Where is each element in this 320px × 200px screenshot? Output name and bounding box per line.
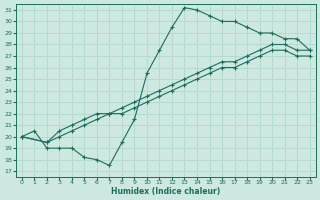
X-axis label: Humidex (Indice chaleur): Humidex (Indice chaleur) bbox=[111, 187, 220, 196]
